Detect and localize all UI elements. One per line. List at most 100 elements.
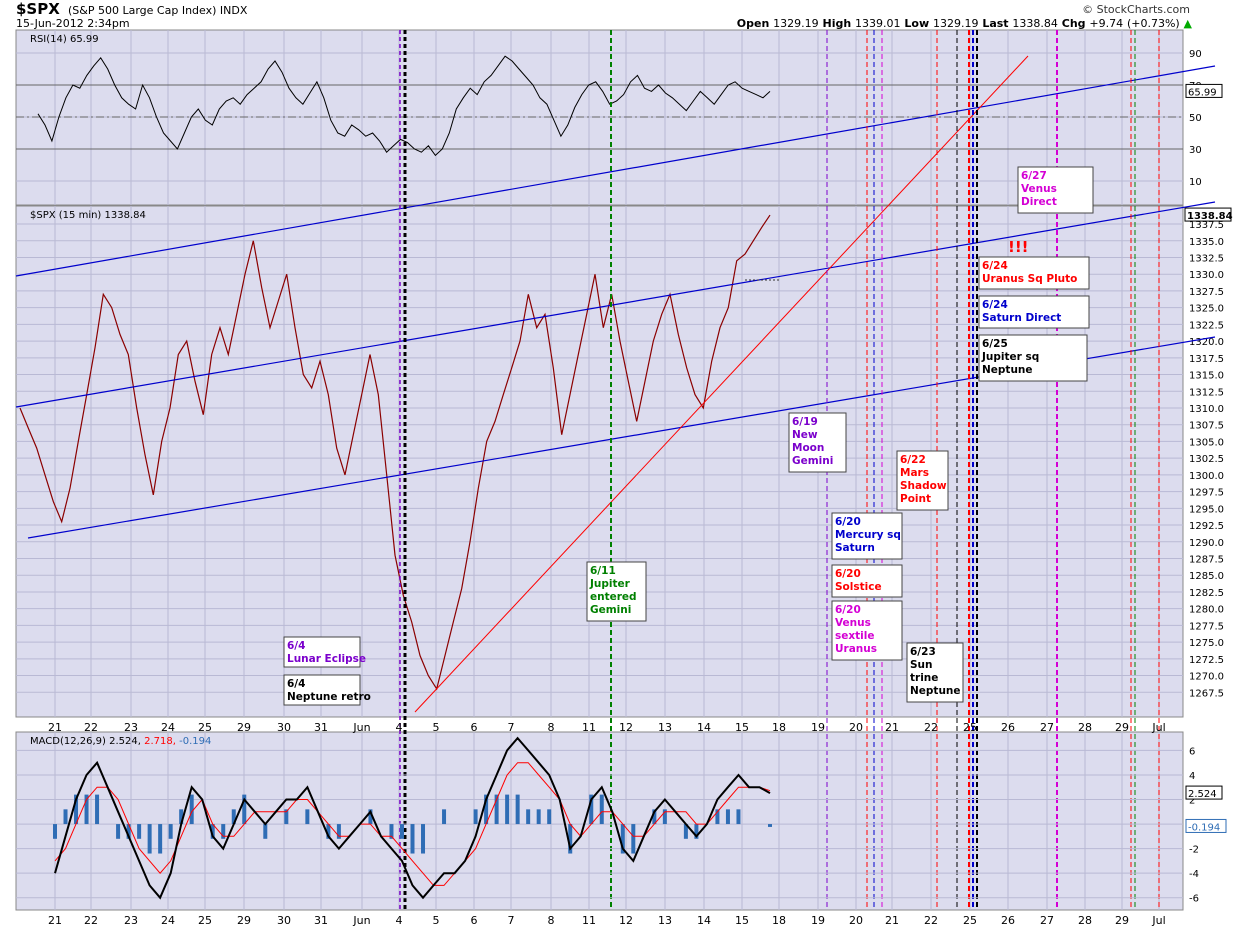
- macd-histogram-bar: [421, 824, 426, 854]
- macd-x-axis-label: 7: [508, 914, 515, 927]
- x-axis-label: 19: [811, 721, 825, 734]
- macd-histogram-bar: [536, 809, 541, 825]
- rsi-tick-label: 50: [1189, 113, 1202, 124]
- annotation-box: [283, 636, 361, 668]
- macd-histogram-bar: [326, 824, 331, 839]
- rsi-line: [37, 55, 771, 157]
- macd-histogram-bar: [568, 824, 573, 854]
- price-tick-label: 1270.0: [1189, 672, 1224, 683]
- annotation-text: Shadow: [900, 480, 947, 492]
- annotation-text: Uranus: [835, 643, 877, 655]
- annotation-box: [831, 512, 903, 560]
- annotation-text: Neptune: [910, 685, 961, 697]
- annotation-date: 6/24: [982, 260, 1008, 272]
- chart-symbol: $SPX: [16, 0, 60, 18]
- price-tick-label: 1327.5: [1189, 287, 1224, 298]
- trend-line-middle: [15, 201, 1216, 408]
- annotation-text: Gemini: [590, 604, 631, 616]
- macd-x-axis-label: 18: [772, 914, 786, 927]
- up-arrow-icon: ▲: [1183, 17, 1192, 30]
- price-tick-label: 1320.0: [1189, 337, 1224, 348]
- macd-histogram-bar: [694, 824, 699, 839]
- macd-histogram-bar: [683, 824, 688, 839]
- annotation-date: 6/27: [1021, 170, 1047, 182]
- macd-histogram-bar: [231, 809, 236, 825]
- macd-x-axis-label: 11: [582, 914, 596, 927]
- macd-histogram-bar: [662, 809, 667, 825]
- price-tick-label: 1322.5: [1189, 320, 1224, 331]
- macd-histogram-bar: [284, 809, 289, 825]
- x-axis-label: 28: [1078, 721, 1092, 734]
- annotation-box: [978, 295, 1090, 329]
- annotation-date: 6/24: [982, 299, 1008, 311]
- rsi-last-value: 65.99: [1188, 87, 1217, 98]
- annotation-date: 6/20: [835, 516, 861, 528]
- macd-title: MACD(12,26,9) 2.524, 2.718, -0.194: [30, 736, 211, 747]
- macd-histogram-bar: [399, 824, 404, 839]
- macd-x-axis-label: 12: [619, 914, 633, 927]
- x-axis-label: 21: [48, 721, 62, 734]
- x-axis-label: 24: [161, 721, 175, 734]
- price-last-value: 1338.84: [1187, 211, 1233, 222]
- macd-histogram-bar: [368, 809, 373, 825]
- x-axis-label: 14: [697, 721, 711, 734]
- price-tick-label: 1277.5: [1189, 621, 1224, 632]
- macd-histogram-bar: [221, 824, 226, 839]
- x-axis-label: 29: [1115, 721, 1129, 734]
- price-tick-label: 1287.5: [1189, 554, 1224, 565]
- high-label: High: [822, 17, 852, 30]
- macd-x-axis-label: Jun: [352, 914, 370, 927]
- price-tick-label: 1302.5: [1189, 454, 1224, 465]
- annotation-date: 6/19: [792, 416, 818, 428]
- macd-histogram-bar: [179, 809, 184, 825]
- x-axis-label: 5: [433, 721, 440, 734]
- x-axis-label: 4: [396, 721, 403, 734]
- price-tick-label: 1267.5: [1189, 688, 1224, 699]
- macd-x-axis-label: 8: [548, 914, 555, 927]
- price-tick-label: 1332.5: [1189, 253, 1224, 264]
- x-axis-label: 26: [1001, 721, 1015, 734]
- price-title: $SPX (15 min) 1338.84: [30, 210, 146, 221]
- macd-x-axis-label: 13: [658, 914, 672, 927]
- last-value: 1338.84: [1012, 17, 1058, 30]
- price-tick-label: 1290.0: [1189, 538, 1224, 549]
- macd-x-axis-label: 20: [849, 914, 863, 927]
- price-tick-label: 1317.5: [1189, 354, 1224, 365]
- macd-histogram-bar: [74, 794, 79, 825]
- annotation-text: Lunar Eclipse: [287, 653, 366, 665]
- annotation-box: [788, 412, 847, 473]
- price-tick-label: 1282.5: [1189, 588, 1224, 599]
- annotation-box: [906, 642, 964, 703]
- x-axis-label: 18: [772, 721, 786, 734]
- x-axis-label: 22: [84, 721, 98, 734]
- x-axis-label: Jun: [352, 721, 370, 734]
- macd-x-axis-label: 30: [277, 914, 291, 927]
- macd-x-axis-label: 24: [161, 914, 175, 927]
- trend-line-red: [414, 55, 1029, 713]
- macd-x-axis-label: 21: [885, 914, 899, 927]
- macd-histogram-bar: [147, 824, 152, 854]
- annotation-text: Saturn: [835, 542, 875, 554]
- x-axis-label: 20: [849, 721, 863, 734]
- macd-histogram-bar: [473, 809, 478, 825]
- macd-histogram-bar: [168, 824, 173, 839]
- annotation-box: [896, 450, 949, 511]
- macd-tick-label: -2: [1189, 845, 1199, 856]
- price-tick-label: 1325.0: [1189, 304, 1224, 315]
- annotation-text: Solstice: [835, 581, 882, 593]
- x-axis-label: 31: [314, 721, 328, 734]
- macd-tick-label: 6: [1189, 746, 1195, 757]
- macd-histogram-bar: [620, 824, 625, 854]
- price-tick-label: 1275.0: [1189, 638, 1224, 649]
- macd-x-axis-label: 26: [1001, 914, 1015, 927]
- price-last-box: [1184, 207, 1232, 222]
- open-value: 1329.19: [773, 17, 819, 30]
- macd-x-axis-label: 23: [124, 914, 138, 927]
- x-axis-label: 13: [658, 721, 672, 734]
- annotation-text: Gemini: [792, 455, 833, 467]
- macd-x-axis-label: 31: [314, 914, 328, 927]
- price-tick-label: 1285.0: [1189, 571, 1224, 582]
- annotation-box: [978, 256, 1090, 290]
- annotation-text: Moon: [792, 442, 824, 454]
